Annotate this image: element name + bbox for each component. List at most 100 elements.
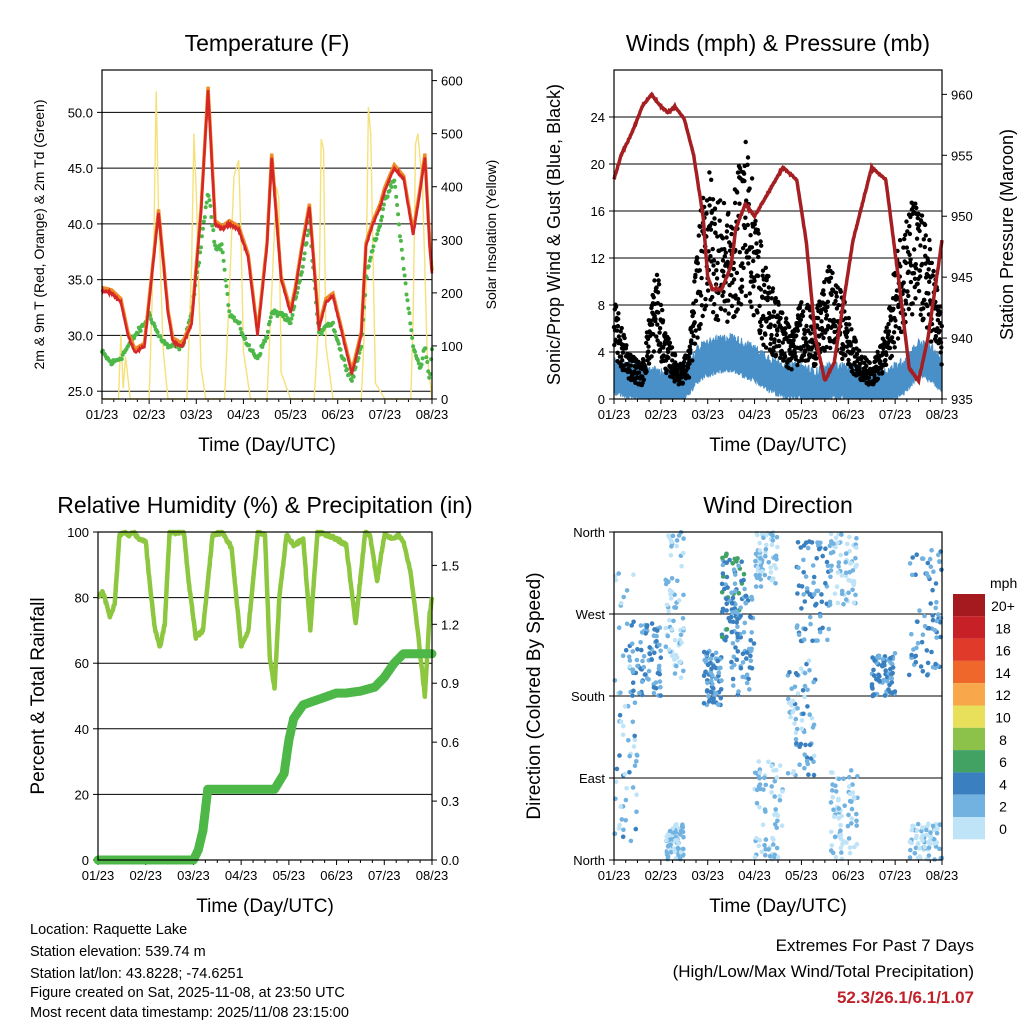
wind-direction-point [929, 548, 934, 553]
wind-direction-point [724, 627, 730, 632]
gust-point [824, 344, 829, 350]
gust-point [710, 246, 715, 252]
wind-direction-point [703, 669, 708, 675]
gust-point [692, 341, 698, 346]
gust-point [927, 279, 932, 284]
gust-point [711, 263, 716, 268]
wind-direction-point [913, 653, 919, 659]
wind-direction-point [668, 842, 673, 848]
wind-direction-point [740, 660, 746, 665]
gust-point [740, 261, 745, 266]
wind-direction-point [787, 670, 792, 675]
wind-direction-point [846, 774, 852, 780]
gust-point [711, 271, 716, 276]
y-tick-label: East [579, 771, 605, 786]
wind-direction-point [824, 559, 830, 565]
dewpoint-point [419, 362, 424, 367]
wind-direction-point [925, 857, 931, 862]
gust-point [693, 328, 698, 333]
wind-direction-point [720, 562, 726, 568]
wind-direction-point [802, 670, 808, 676]
wind-direction-point [793, 716, 799, 722]
wind-direction-point [853, 592, 858, 598]
gust-point [912, 247, 917, 252]
gust-point [615, 323, 621, 329]
info-recent: Most recent data timestamp: 2025/11/08 2… [30, 1005, 349, 1021]
gust-point [771, 348, 776, 354]
wind-direction-point [730, 561, 735, 566]
wind-direction-point [627, 664, 633, 669]
wind-direction-point [794, 625, 800, 630]
dewpoint-point [206, 193, 211, 198]
gust-point [707, 203, 712, 208]
gust-point [782, 354, 788, 360]
wind-direction-point [888, 675, 893, 681]
wind-direction-point [709, 678, 714, 683]
gust-point [735, 170, 741, 175]
gust-point [737, 201, 742, 206]
wind-direction-point [674, 655, 680, 660]
gust-point [695, 255, 700, 261]
y2-tick-label: 0.6 [441, 735, 459, 750]
wind-direction-point [641, 654, 647, 659]
wind-direction-point [634, 759, 639, 764]
x-tick-label: 03/23 [691, 407, 724, 422]
wind-direction-point [634, 792, 639, 797]
dewpoint-point [368, 255, 373, 260]
dewpoint-point [381, 202, 386, 207]
x-tick-label: 08/23 [416, 868, 449, 883]
wind-direction-point [922, 844, 927, 850]
gust-point [838, 289, 843, 294]
wind-direction-point [675, 578, 680, 584]
wind-direction-point [758, 584, 764, 589]
wind-direction-point [780, 789, 785, 794]
dewpoint-point [387, 188, 392, 193]
wind-direction-point [617, 712, 623, 718]
dewpoint-point [209, 215, 214, 219]
x-tick-label: 01/23 [598, 868, 631, 883]
gust-point [819, 332, 824, 337]
wind-direction-point [741, 630, 747, 635]
legend-label: 16 [995, 643, 1011, 659]
dewpoint-point [265, 329, 270, 334]
wind-direction-point [796, 632, 802, 638]
dewpoint-point [200, 226, 205, 231]
gust-point [891, 340, 897, 345]
wind-direction-point [931, 841, 937, 846]
gust-point [726, 210, 731, 216]
wind-direction-point [852, 844, 857, 850]
wind-direction-point [621, 594, 626, 600]
x-tick-label: 06/23 [832, 407, 865, 422]
wind-direction-point [730, 619, 736, 625]
gust-point [914, 236, 920, 241]
gust-point [734, 270, 740, 276]
wind-direction-point [635, 663, 640, 669]
gust-point [761, 316, 767, 321]
gust-point [763, 332, 768, 337]
wind-direction-point [836, 564, 841, 569]
wind-direction-point [849, 816, 855, 821]
wind-direction-point [819, 599, 825, 605]
gust-point [720, 293, 725, 298]
wind-direction-point [630, 649, 636, 654]
gust-point [821, 335, 826, 341]
legend-swatch [953, 660, 985, 684]
wind-direction-point [855, 774, 860, 779]
wind-direction-point [631, 744, 637, 749]
wind-direction-point [830, 794, 835, 800]
wind-direction-point [852, 795, 857, 801]
wind-direction-point [804, 586, 810, 591]
wind-direction-point [702, 657, 707, 663]
gust-point [737, 165, 743, 171]
dewpoint-point [238, 326, 243, 331]
wind-direction-point [839, 532, 844, 537]
dewpoint-point [410, 335, 415, 340]
wind-direction-point [827, 602, 833, 607]
wind-direction-point [926, 821, 931, 827]
wind-direction-point [763, 782, 769, 788]
gust-point [844, 334, 849, 340]
wind-direction-point [931, 836, 937, 842]
wind-direction-point [733, 589, 738, 594]
wind-direction-point [798, 545, 804, 550]
x-tick-label: 02/23 [133, 407, 166, 422]
